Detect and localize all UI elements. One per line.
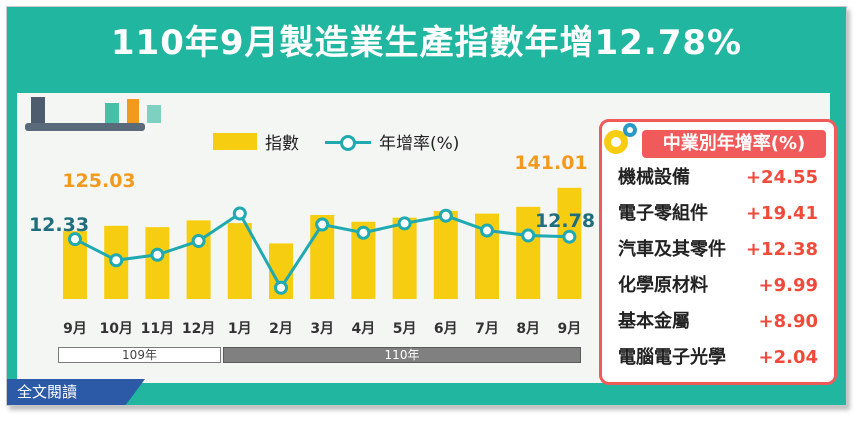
x-tick-label: 9月 [63,321,87,337]
industry-name: 化學原材料 [618,275,708,296]
industry-value: +19.41 [745,203,818,224]
growth-rate-point [562,229,577,244]
growth-rate-point [356,225,371,240]
growth-rate-point [109,253,124,268]
x-tick-label: 5月 [393,321,417,337]
industry-panel-heading: 中業別年增率(%) [642,130,826,158]
page-title: 110年9月製造業生產指數年增12.78% [110,23,743,63]
index-bar [186,220,211,299]
last-rate-label: 12.78 [535,210,595,232]
x-tick-label: 1月 [228,321,252,337]
growth-rate-point [438,208,453,223]
industry-value: +8.90 [758,311,819,332]
year-110-bracket: 110年 [223,347,581,363]
conveyor-belt-icon [25,123,145,131]
index-chart: 9月 10月 11月 12月 1月 2月 3月 4月 5月 6月 7月 8月 9月 125.03 141… [25,97,595,337]
legend-bar-label: 指數 [265,134,299,154]
x-tick-label: 11月 [141,321,174,337]
industry-value: +9.99 [758,275,819,296]
growth-rate-point [521,228,536,243]
industry-name: 基本金屬 [618,311,690,332]
first-rate-label: 12.33 [29,214,89,236]
x-tick-label: 3月 [310,321,334,337]
x-tick-label: 8月 [516,321,540,337]
industry-name: 機械設備 [618,167,690,188]
industry-name: 電子零組件 [618,203,708,224]
growth-rate-point [274,280,288,295]
read-full-text-button[interactable]: 全文閱讀 [7,379,145,405]
index-bar [392,217,417,299]
x-tick-label: 7月 [475,321,499,337]
factory-illustration [25,97,161,131]
industry-name: 電腦電子光學 [618,347,726,368]
legend-bar-swatch [213,133,257,150]
legend-line-swatch [325,134,371,151]
chart-legend: 指數 年增率(%) [213,129,459,154]
product-box-icon [147,105,161,123]
growth-rate-point [68,232,82,247]
x-tick-label: 12月 [182,321,215,337]
industry-row: 電腦電子光學 +2.04 [618,344,822,372]
index-bar [516,206,541,299]
growth-rate-point [397,216,412,231]
first-index-label: 125.03 [62,170,135,192]
index-bar [145,227,170,299]
robot-arm-icon [31,97,45,123]
x-tick-label: 4月 [352,321,376,337]
gear-icon [604,123,637,154]
industry-value: +24.55 [745,167,818,188]
industry-row: 化學原材料 +9.99 [618,272,822,300]
infographic-frame: 110年9月製造業生產指數年增12.78% 9月 10月 11月 12月 1月 2月 3月 4… [6,6,847,406]
industry-growth-panel: 中業別年增率(%) 機械設備 +24.55 電子零組件 +19.41 汽車及其零… [599,119,837,385]
index-bar [227,223,252,299]
worker-figure-icon [105,103,119,123]
x-tick-label: 10月 [99,321,132,337]
growth-rate-point [150,247,165,262]
industry-value: +2.04 [758,347,819,368]
legend-line-label: 年增率(%) [379,134,460,154]
x-tick-label: 9月 [558,321,582,337]
industry-value: +12.38 [745,239,818,260]
index-bar [433,210,458,299]
growth-rate-point [480,223,494,238]
industry-row: 電子零組件 +19.41 [618,200,822,228]
industry-row: 基本金屬 +8.90 [618,308,822,336]
industry-name: 汽車及其零件 [618,239,726,260]
industry-row: 汽車及其零件 +12.38 [618,236,822,264]
year-109-bracket: 109年 [58,347,221,363]
last-index-label: 141.01 [514,152,587,174]
growth-rate-point [315,217,330,232]
industry-row: 機械設備 +24.55 [618,164,822,192]
growth-rate-point [232,206,247,221]
x-tick-label: 2月 [269,321,293,337]
growth-rate-point [191,234,206,248]
x-tick-label: 6月 [434,321,458,337]
worker-figure-icon [127,99,139,123]
